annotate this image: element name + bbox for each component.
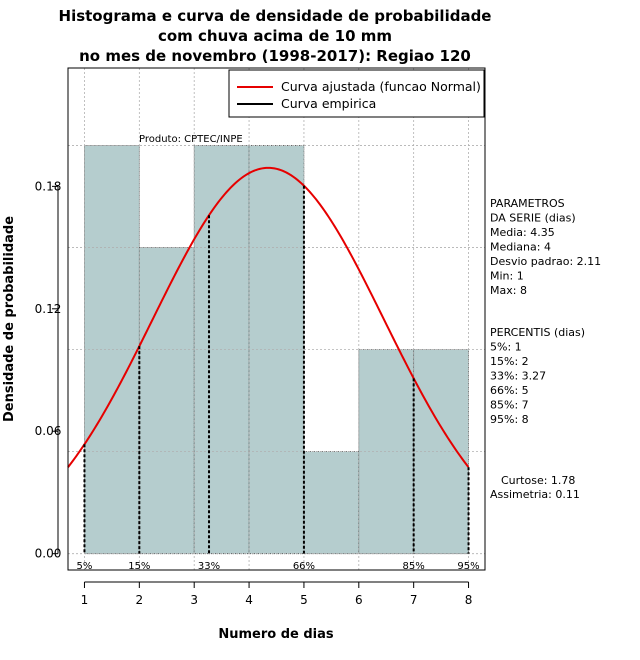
side-percentis-line: 15%: 2 — [490, 355, 529, 368]
percentile-label: 85% — [403, 561, 425, 572]
side-parametros-line: Media: 4.35 — [490, 226, 555, 239]
side-parametros-line: Max: 8 — [490, 284, 527, 297]
chart-title-line: Histograma e curva de densidade de proba… — [59, 7, 492, 25]
x-tick-label: 6 — [355, 593, 363, 607]
legend-label-fit: Curva ajustada (funcao Normal) — [281, 79, 481, 94]
percentile-label: 66% — [293, 561, 315, 572]
x-axis-title: Numero de dias — [218, 627, 334, 642]
side-percentis-line: 66%: 5 — [490, 384, 529, 397]
side-percentis-line: 85%: 7 — [490, 399, 529, 412]
side-curtose: Curtose: 1.78 — [501, 474, 575, 487]
plot-frame — [67, 67, 486, 571]
side-parametros-line: Min: 1 — [490, 270, 524, 283]
fitted-normal-curve — [67, 166, 470, 468]
x-tick-label: 5 — [300, 593, 308, 607]
side-parametros-line: Desvio padrao: 2.11 — [490, 255, 601, 268]
side-percentis-line: 95%: 8 — [490, 413, 529, 426]
legend-box — [228, 69, 485, 118]
x-tick-label: 4 — [245, 593, 253, 607]
y-tick-label: 0.00 — [35, 547, 62, 561]
percentile-label: 95% — [457, 561, 479, 572]
chart-title-line: com chuva acima de 10 mm — [158, 27, 392, 45]
chart-title-line: no mes de novembro (1998-2017): Regiao 1… — [79, 47, 471, 65]
x-tick-label: 8 — [465, 593, 473, 607]
y-tick-label: 0.18 — [35, 179, 62, 193]
percentile-label: 33% — [198, 561, 220, 572]
x-tick-label: 7 — [410, 593, 418, 607]
side-percentis-line: 5%: 1 — [490, 341, 522, 354]
y-tick-label: 0.06 — [35, 424, 62, 438]
y-tick-label: 0.12 — [35, 302, 62, 316]
x-tick-label: 1 — [81, 593, 89, 607]
x-tick-label: 3 — [190, 593, 198, 607]
product-annotation: Produto: CPTEC/INPE — [139, 134, 243, 145]
percentile-label: 5% — [77, 561, 93, 572]
side-percentis-line: PERCENTIS (dias) — [490, 326, 585, 339]
y-axis-title: Densidade de probabilidade — [2, 216, 17, 422]
histogram-bar — [303, 451, 360, 555]
histogram-bar — [138, 247, 195, 555]
side-parametros-line: PARAMETROS — [490, 197, 565, 210]
side-parametros-line: Mediana: 4 — [490, 241, 551, 254]
side-percentis-line: 33%: 3.27 — [490, 370, 546, 383]
percentile-label: 15% — [128, 561, 150, 572]
legend-label-empirical: Curva empirica — [281, 96, 376, 111]
side-assimetria: Assimetria: 0.11 — [490, 488, 580, 501]
side-parametros-line: DA SERIE (dias) — [490, 212, 576, 225]
x-tick-label: 2 — [136, 593, 144, 607]
